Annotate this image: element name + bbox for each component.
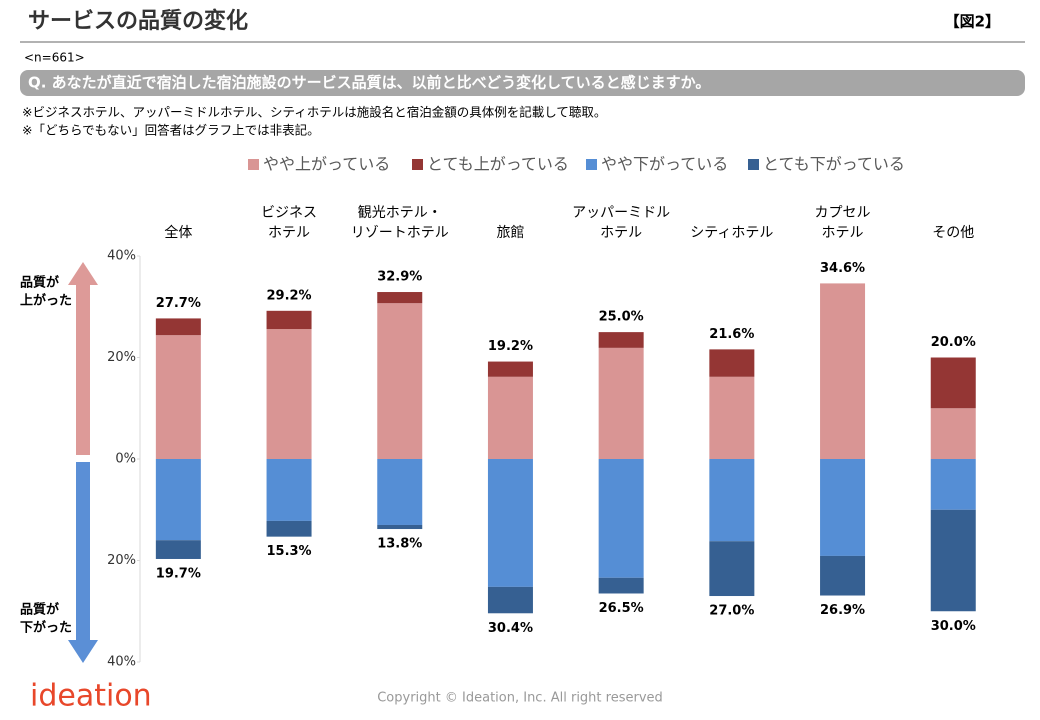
note: ※「どちらでもない」回答者はグラフ上では非表記。 <box>22 123 320 138</box>
total-label-down: 26.5% <box>599 601 644 616</box>
total-label-down: 30.0% <box>931 619 976 634</box>
copyright: Copyright © Ideation, Inc. All right res… <box>377 691 663 706</box>
y-tick-label: 40% <box>107 655 136 670</box>
legend-swatch <box>748 159 759 170</box>
total-label-down: 30.4% <box>488 621 533 636</box>
bar-segment <box>598 332 644 348</box>
axis-label-up: 上がった <box>20 293 72 309</box>
figure-label: 【図2】 <box>945 13 1000 31</box>
bar-segment <box>820 283 866 459</box>
bar-segment <box>598 459 644 578</box>
axis-label-up: 品質が <box>20 275 59 291</box>
total-label-up: 21.6% <box>709 327 754 342</box>
total-label-up: 34.6% <box>820 261 865 276</box>
legend-swatch <box>586 159 597 170</box>
y-tick-label: 0% <box>115 452 136 467</box>
legend-swatch <box>412 159 423 170</box>
title: サービスの品質の変化 <box>28 8 248 34</box>
x-tick-line: 全体 <box>164 224 192 241</box>
x-tick-label: 全体 <box>164 224 192 241</box>
bar-segment <box>709 376 755 459</box>
down-arrow <box>68 462 98 663</box>
x-tick-line: シティホテル <box>690 225 773 241</box>
x-tick-label: 観光ホテル・リゾートホテル <box>351 204 449 241</box>
bar-segment <box>930 509 976 612</box>
x-tick-line: ホテル <box>822 225 864 241</box>
sample-size: <n=661> <box>24 51 85 65</box>
bar-segment <box>377 292 423 304</box>
legend-label: やや上がっている <box>263 155 390 174</box>
x-tick-line: 旅館 <box>496 224 524 241</box>
bar-segment <box>820 459 866 556</box>
bar-segment <box>930 357 976 409</box>
bar-segment <box>709 541 755 597</box>
bar-segment <box>487 361 533 377</box>
x-tick-line: カプセル <box>815 205 871 221</box>
bar-segment <box>266 520 312 537</box>
bar-segment <box>266 459 312 521</box>
bar-segment <box>266 310 312 330</box>
total-label-down: 27.0% <box>709 604 754 619</box>
x-tick-label: 旅館 <box>496 224 524 241</box>
question: Q. あなたが直近で宿泊した宿泊施設のサービス品質は、以前と比べどう変化している… <box>28 74 710 92</box>
logo: ideation <box>30 679 152 714</box>
bar-segment <box>266 329 312 459</box>
x-tick-label: その他 <box>932 225 974 241</box>
x-tick-line: 観光ホテル・ <box>358 204 442 221</box>
y-tick-label: 20% <box>107 350 136 365</box>
bar-segment <box>709 349 755 377</box>
bar-segment <box>487 586 533 614</box>
total-label-up: 32.9% <box>377 270 422 285</box>
total-label-down: 15.3% <box>266 544 311 559</box>
total-label-up: 27.7% <box>156 296 201 311</box>
total-label-up: 25.0% <box>599 310 644 325</box>
bar-segment <box>930 459 976 510</box>
x-tick-line: ビジネス <box>261 205 317 221</box>
legend-label: とても下がっている <box>763 155 905 174</box>
bar-segment <box>377 524 423 530</box>
x-tick-line: リゾートホテル <box>351 225 449 241</box>
note: ※ビジネスホテル、アッパーミドルホテル、シティホテルは施設名と宿泊金額の具体例を… <box>22 105 606 120</box>
legend-swatch <box>248 159 259 170</box>
x-tick-line: ホテル <box>600 225 642 241</box>
up-arrow <box>68 262 98 455</box>
total-label-down: 13.8% <box>377 537 422 552</box>
x-tick-line: その他 <box>932 225 974 241</box>
bar-segment <box>487 459 533 587</box>
y-tick-label: 20% <box>107 553 136 568</box>
bar-segment <box>598 347 644 459</box>
bar-segment <box>487 376 533 459</box>
bar-segment <box>598 577 644 594</box>
x-tick-label: ビジネスホテル <box>261 205 317 241</box>
total-label-down: 26.9% <box>820 603 865 618</box>
total-label-up: 19.2% <box>488 339 533 354</box>
bar-segment <box>377 303 423 459</box>
bar-segment <box>155 540 201 559</box>
bar-segment <box>377 459 423 525</box>
y-tick-label: 40% <box>107 249 136 264</box>
bar-segment <box>930 408 976 459</box>
question-banner <box>20 70 1025 96</box>
x-tick-label: アッパーミドルホテル <box>572 205 670 241</box>
x-tick-line: アッパーミドル <box>572 205 670 221</box>
axis-label-down: 品質が <box>20 602 59 618</box>
bar-segment <box>155 318 201 336</box>
total-label-up: 20.0% <box>931 335 976 350</box>
total-label-down: 19.7% <box>156 566 201 581</box>
bar-segment <box>155 459 201 541</box>
legend-label: やや下がっている <box>601 155 728 174</box>
axis-label-down: 下がった <box>20 620 72 636</box>
bar-segment <box>155 335 201 459</box>
bar-segment <box>820 555 866 596</box>
legend-label: とても上がっている <box>427 155 569 174</box>
x-tick-line: ホテル <box>268 225 310 241</box>
total-label-up: 29.2% <box>266 288 311 303</box>
x-tick-label: シティホテル <box>690 225 773 241</box>
x-tick-label: カプセルホテル <box>815 205 871 241</box>
bar-segment <box>709 459 755 542</box>
